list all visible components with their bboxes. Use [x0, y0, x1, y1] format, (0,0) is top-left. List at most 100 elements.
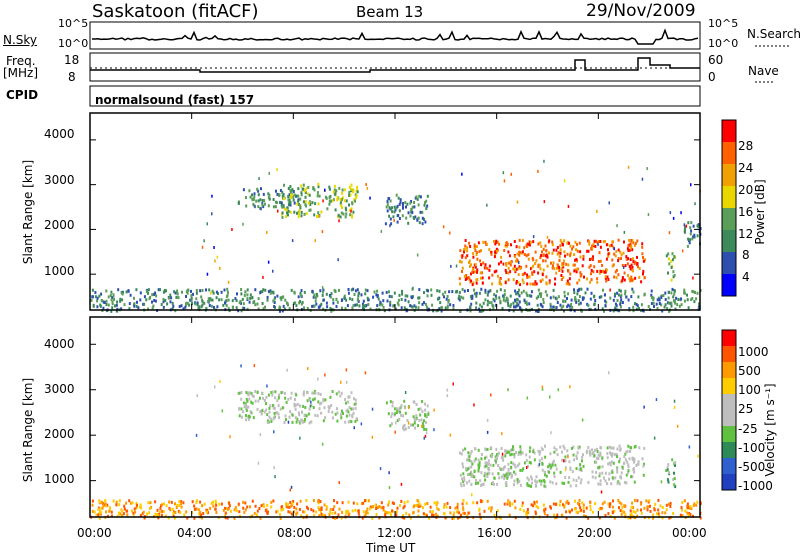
heatmap-cell [610, 460, 613, 464]
heatmap-cell [534, 280, 537, 284]
heatmap-cell [332, 190, 335, 194]
heatmap-cell [475, 245, 478, 249]
heatmap-cell [325, 505, 328, 509]
heatmap-cell [404, 411, 407, 415]
heatmap-cell [531, 272, 534, 276]
heatmap-cell [393, 210, 396, 214]
heatmap-cell [177, 509, 180, 513]
heatmap-cell [664, 303, 667, 307]
heatmap-cell [561, 242, 564, 246]
heatmap-cell [342, 212, 345, 216]
heatmap-cell [105, 289, 108, 293]
heatmap-cell [484, 461, 487, 465]
heatmap-cell [348, 185, 351, 189]
heatmap-cell [118, 503, 121, 507]
heatmap-cell [317, 305, 320, 309]
heatmap-cell [634, 302, 636, 306]
heatmap-cell [241, 297, 244, 301]
heatmap-cell [493, 513, 496, 517]
heatmap-cell [94, 291, 97, 294]
heatmap-cell [266, 295, 269, 299]
heatmap-cell [224, 506, 226, 510]
heatmap-cell [171, 307, 174, 311]
heatmap-cell [581, 264, 584, 268]
heatmap-cell [256, 391, 259, 394]
heatmap-cell [529, 282, 532, 286]
heatmap-cell [429, 505, 432, 509]
heatmap-cell [205, 288, 207, 292]
heatmap-cell [432, 513, 435, 517]
heatmap-cell [317, 182, 320, 186]
heatmap-cell [289, 396, 292, 400]
heatmap-cell [569, 251, 572, 255]
heatmap-cell [133, 303, 135, 307]
heatmap-cell [516, 267, 519, 271]
heatmap-cell [421, 302, 424, 306]
heatmap-cell [607, 278, 610, 281]
heatmap-cell [560, 267, 563, 271]
heatmap-cell [402, 506, 405, 510]
heatmap-cell [328, 185, 331, 189]
heatmap-cell [552, 264, 554, 268]
heatmap-cell [425, 428, 428, 431]
heatmap-cell [680, 506, 683, 510]
heatmap-cell [615, 276, 618, 280]
heatmap-cell [495, 239, 498, 243]
heatmap-cell [110, 514, 113, 518]
heatmap-cell [461, 477, 464, 481]
heatmap-cell [102, 306, 105, 310]
heatmap-cell [323, 406, 326, 410]
heatmap-cell [674, 307, 677, 311]
heatmap-cell [173, 516, 176, 520]
heatmap-cell [133, 304, 136, 308]
heatmap-cell [251, 197, 254, 201]
heatmap-cell [340, 299, 343, 302]
heatmap-cell [609, 463, 612, 467]
heatmap-cell [627, 165, 630, 169]
heatmap-cell [414, 426, 417, 430]
heatmap-cell [526, 302, 528, 306]
heatmap-cell [616, 467, 619, 471]
heatmap-cell [484, 288, 487, 292]
heatmap-cell [550, 431, 552, 435]
heatmap-cell [283, 207, 286, 211]
heatmap-cell [295, 420, 298, 424]
heatmap-cell [638, 267, 641, 270]
heatmap-cell [203, 239, 205, 243]
heatmap-cell [548, 470, 551, 474]
heatmap-cell [314, 202, 317, 206]
heatmap-cell [486, 499, 489, 503]
heatmap-cell [425, 288, 428, 292]
heatmap-cell [303, 212, 306, 216]
heatmap-cell [471, 474, 474, 478]
heatmap-cell [225, 299, 228, 303]
heatmap-cell [207, 300, 210, 303]
heatmap-cell [312, 186, 315, 190]
heatmap-cell [552, 295, 555, 299]
heatmap-cell [181, 290, 183, 294]
heatmap-cell [495, 296, 498, 300]
heatmap-cell [681, 501, 684, 504]
heatmap-cell [608, 201, 610, 205]
heatmap-cell [289, 188, 292, 192]
heatmap-cell [254, 504, 257, 508]
heatmap-cell [609, 288, 611, 292]
heatmap-cell [399, 406, 402, 410]
heatmap-cell [589, 453, 592, 457]
heatmap-cell [538, 452, 541, 456]
heatmap-cell [246, 293, 249, 297]
heatmap-cell [556, 246, 559, 249]
heatmap-cell [400, 499, 403, 503]
heatmap-cell [592, 270, 595, 274]
heatmap-cell [341, 196, 344, 200]
heatmap-cell [182, 307, 185, 311]
heatmap-cell [513, 240, 516, 243]
heatmap-cell [477, 469, 480, 473]
heatmap-cell [646, 508, 649, 512]
heatmap-cell [563, 459, 565, 463]
heatmap-cell [496, 240, 499, 244]
heatmap-cell [543, 509, 546, 513]
heatmap-cell [257, 461, 260, 465]
heatmap-cell [424, 414, 427, 417]
heatmap-cell [521, 278, 524, 282]
